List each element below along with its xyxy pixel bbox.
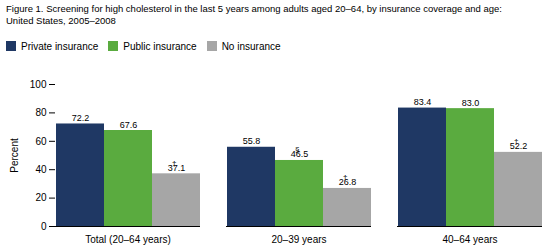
html-text:Figure 1. Screening for high c: Figure 1. Screening for high cholesterol… <box>6 3 502 14</box>
svg-text:72.2: 72.2 <box>72 113 90 123</box>
svg-text:26.8: 26.8 <box>339 177 357 187</box>
svg-text:§: § <box>295 145 299 154</box>
html-text:United States, 2005–2008: United States, 2005–2008 <box>6 14 116 26</box>
html-text:Private insurance: Private insurance <box>21 40 99 52</box>
html-text:Public insurance: Public insurance <box>123 40 197 52</box>
svg-text:0: 0 <box>41 220 47 231</box>
svg-text:40: 40 <box>35 164 47 175</box>
svg-text:67.6: 67.6 <box>120 119 138 129</box>
svg-text:83.4: 83.4 <box>414 97 432 107</box>
svg-text:37.1: 37.1 <box>168 163 186 173</box>
svg-text:46.5: 46.5 <box>291 149 309 159</box>
svg-text:52.2: 52.2 <box>510 141 528 151</box>
svg-text:20–39 years: 20–39 years <box>271 233 326 244</box>
svg-text:†: † <box>172 159 176 168</box>
svg-text:83.0: 83.0 <box>462 97 480 107</box>
html-text:No insurance: No insurance <box>221 40 281 52</box>
svg-text:40–64 years: 40–64 years <box>442 233 497 244</box>
svg-text:Percent: Percent <box>9 138 20 173</box>
svg-text:20: 20 <box>35 192 47 203</box>
svg-text:100: 100 <box>30 78 47 89</box>
svg-text:†: † <box>343 173 347 182</box>
svg-text:†: † <box>514 137 518 146</box>
svg-text:60: 60 <box>35 135 47 146</box>
svg-text:Total (20–64 years): Total (20–64 years) <box>85 233 171 244</box>
svg-text:55.8: 55.8 <box>243 136 261 146</box>
svg-text:80: 80 <box>35 107 47 118</box>
